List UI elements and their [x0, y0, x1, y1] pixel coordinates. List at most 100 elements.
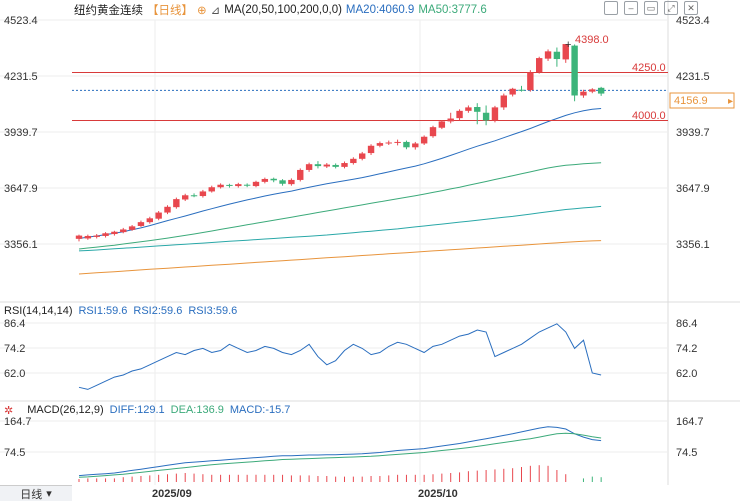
- candle-body: [562, 44, 569, 60]
- rsi-tick-left: 86.4: [4, 318, 25, 330]
- candle-body: [474, 107, 481, 112]
- price-tick-right: 3356.1: [676, 239, 710, 251]
- ma200-line: [78, 240, 602, 275]
- price-tick-right: 3647.9: [676, 183, 710, 195]
- x-label-oct: 2025/10: [418, 488, 458, 500]
- candle-body: [527, 72, 534, 91]
- candle-body: [164, 206, 171, 213]
- indicator-icon[interactable]: ⊿: [210, 5, 221, 17]
- dea-value: DEA:136.9: [170, 404, 224, 416]
- candle-body: [297, 169, 304, 180]
- candle-body: [323, 164, 330, 167]
- candle-body: [350, 158, 357, 164]
- candle-body: [305, 164, 313, 170]
- candle-body: [243, 184, 251, 186]
- high-annotation: 4398.0: [575, 34, 609, 46]
- period-tab[interactable]: 日线 ▾: [0, 485, 72, 501]
- candle-body: [536, 58, 543, 73]
- macd-dea-line: [78, 432, 602, 478]
- candle-body: [128, 226, 136, 230]
- price-tick-right: 3939.7: [676, 127, 710, 139]
- candle-body: [137, 222, 145, 226]
- x-label-sep: 2025/09: [152, 488, 192, 500]
- rsi-tick-left: 62.0: [4, 368, 25, 380]
- candle-body: [420, 136, 428, 144]
- macd-settings-icon[interactable]: ✲: [4, 405, 14, 417]
- macd-tick-right: 164.7: [676, 416, 704, 428]
- candle-body: [173, 199, 180, 208]
- candle-body: [518, 89, 525, 91]
- window-icon[interactable]: ▭: [644, 1, 658, 15]
- candle-body: [314, 164, 322, 167]
- settings-icon[interactable]: ⊕: [197, 5, 207, 17]
- rsi1-line: [78, 323, 602, 390]
- period-label[interactable]: 【日线】: [147, 5, 193, 17]
- ma-lines: [78, 108, 602, 275]
- price-tick-left: 4231.5: [4, 71, 38, 83]
- candlesticks[interactable]: [75, 44, 605, 242]
- ma50-line: [78, 162, 602, 250]
- rsi-tick-right: 74.2: [676, 343, 697, 355]
- checkbox-icon[interactable]: [604, 1, 618, 15]
- candle-body: [367, 145, 375, 154]
- candle-body: [403, 141, 410, 148]
- macd-tick-left: 74.5: [4, 447, 25, 459]
- rsi2-value: RSI2:59.6: [133, 305, 183, 317]
- rsi-tick-left: 74.2: [4, 343, 25, 355]
- candle-body: [447, 118, 454, 122]
- macd-title[interactable]: MACD(26,12,9): [27, 404, 104, 416]
- candle-body: [456, 110, 463, 119]
- candle-body: [359, 153, 366, 159]
- rsi-header: RSI(14,14,14) RSI1:59.6 RSI2:59.6 RSI3:5…: [4, 305, 243, 317]
- chart-header: 纽约黄金连续 【日线】 ⊕ ⊿ MA(20,50,100,200,0,0) MA…: [0, 0, 668, 20]
- candle-body: [182, 195, 189, 200]
- chevron-down-icon: ▾: [46, 488, 52, 500]
- ma100-line: [78, 205, 602, 252]
- grid-lines: [0, 19, 668, 485]
- candle-body: [190, 195, 198, 197]
- candle-body: [288, 179, 295, 185]
- candle-body: [376, 143, 384, 146]
- current-price-tag: [669, 92, 735, 109]
- candle-body: [270, 178, 277, 181]
- expand-icon[interactable]: ⤢: [664, 1, 678, 15]
- candle-body: [252, 181, 260, 187]
- price-tick-right: 4231.5: [676, 71, 710, 83]
- price-tick-right: 4523.4: [676, 15, 710, 27]
- candle-body: [482, 112, 490, 121]
- candle-body: [120, 229, 127, 233]
- candle-body: [500, 95, 507, 108]
- current-price: 4156.9: [674, 95, 708, 107]
- level-4000-label: 4000.0: [632, 110, 666, 122]
- candle-body: [199, 191, 207, 197]
- candle-body: [544, 51, 552, 59]
- candle-body: [155, 212, 162, 219]
- candle-body: [509, 88, 516, 95]
- diff-value: DIFF:129.1: [109, 404, 165, 416]
- rsi-tick-right: 62.0: [676, 368, 697, 380]
- ma-label[interactable]: MA(20,50,100,200,0,0): [224, 4, 342, 16]
- level-4250-label: 4250.0: [632, 62, 666, 74]
- rsi-title[interactable]: RSI(14,14,14): [4, 305, 73, 317]
- candle-body: [226, 184, 233, 186]
- symbol-label: 纽约黄金连续: [74, 5, 143, 17]
- window-controls: – ▭ ⤢ ✕: [604, 1, 698, 15]
- candle-body: [465, 107, 472, 111]
- rsi-tick-right: 86.4: [676, 318, 697, 330]
- macd-lines: [78, 426, 602, 482]
- macd-diff-line: [78, 426, 602, 477]
- ma20-value: MA20:4060.9: [345, 4, 415, 16]
- candle-body: [491, 107, 499, 121]
- candle-body: [332, 164, 339, 167]
- macd-header: ✲ MACD(26,12,9) DIFF:129.1 DEA:136.9 MAC…: [4, 404, 296, 417]
- candle-body: [217, 184, 224, 188]
- price-levels: [72, 71, 668, 121]
- close-icon[interactable]: ✕: [684, 1, 698, 15]
- price-axis: 4523.4 4523.4 4231.5 4231.5 3939.7 3939.7 3647…: [4, 15, 710, 459]
- ma50-value: MA50:3777.6: [418, 4, 487, 16]
- candle-body: [553, 51, 561, 60]
- candle-body: [394, 141, 401, 143]
- minimize-icon[interactable]: –: [624, 1, 638, 15]
- candle-body: [75, 235, 83, 239]
